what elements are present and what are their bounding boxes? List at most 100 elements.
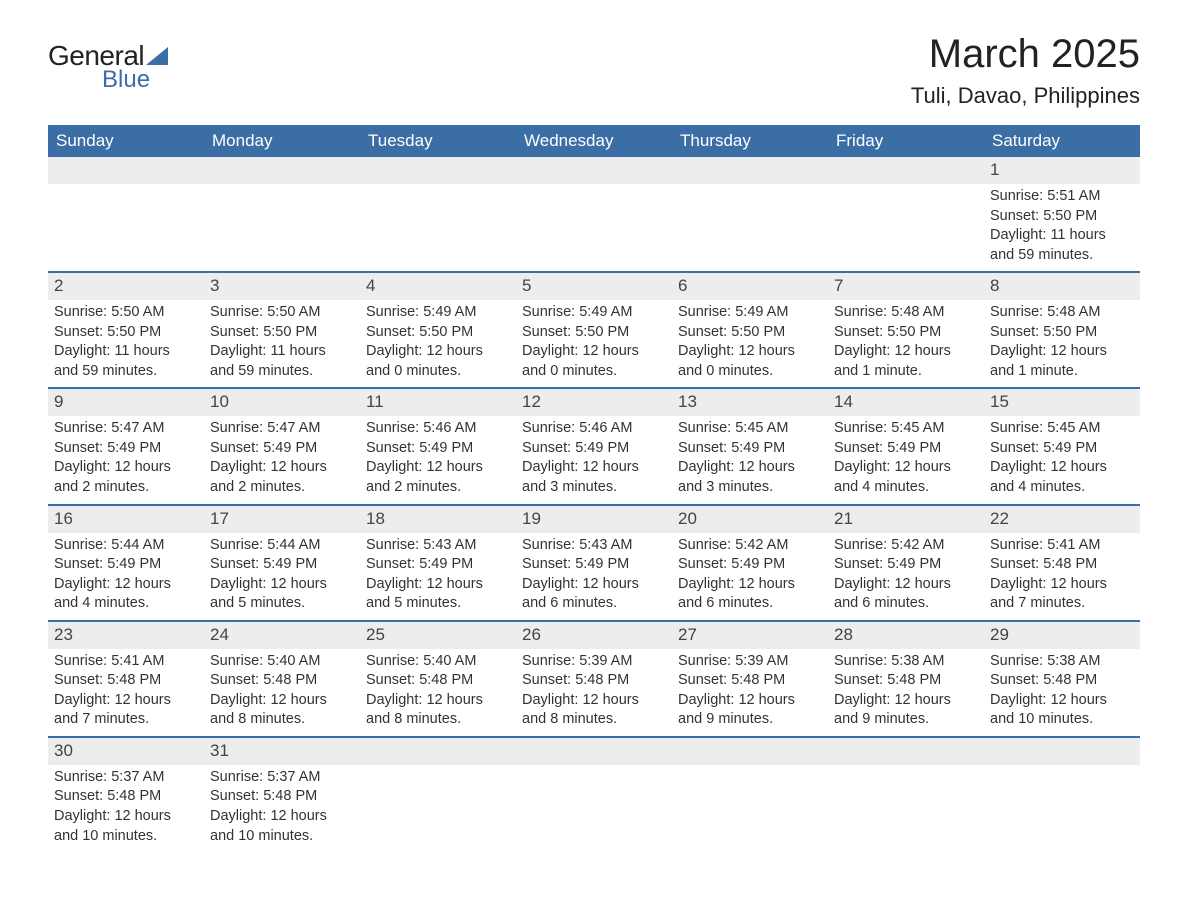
day-number: 13 xyxy=(672,389,828,416)
calendar-cell: 12Sunrise: 5:46 AMSunset: 5:49 PMDayligh… xyxy=(516,388,672,504)
day-body: Sunrise: 5:42 AMSunset: 5:49 PMDaylight:… xyxy=(828,533,984,620)
calendar-cell: 21Sunrise: 5:42 AMSunset: 5:49 PMDayligh… xyxy=(828,505,984,621)
day-number: 19 xyxy=(516,506,672,533)
day-number: 26 xyxy=(516,622,672,649)
sunrise-text: Sunrise: 5:38 AM xyxy=(990,652,1134,672)
daylight-text: Daylight: 12 hours and 10 minutes. xyxy=(54,807,198,846)
calendar-cell: 2Sunrise: 5:50 AMSunset: 5:50 PMDaylight… xyxy=(48,272,204,388)
sail-icon xyxy=(146,47,168,65)
calendar-cell: 8Sunrise: 5:48 AMSunset: 5:50 PMDaylight… xyxy=(984,272,1140,388)
sunrise-text: Sunrise: 5:44 AM xyxy=(210,536,354,556)
sunrise-text: Sunrise: 5:45 AM xyxy=(834,419,978,439)
calendar-cell: 30Sunrise: 5:37 AMSunset: 5:48 PMDayligh… xyxy=(48,737,204,852)
calendar-table: SundayMondayTuesdayWednesdayThursdayFrid… xyxy=(48,125,1140,852)
daylight-text: Daylight: 12 hours and 4 minutes. xyxy=(834,458,978,497)
daylight-text: Daylight: 12 hours and 8 minutes. xyxy=(366,691,510,730)
daylight-text: Daylight: 11 hours and 59 minutes. xyxy=(990,226,1134,265)
day-number: 12 xyxy=(516,389,672,416)
month-title: March 2025 xyxy=(911,32,1140,77)
day-body: Sunrise: 5:45 AMSunset: 5:49 PMDaylight:… xyxy=(828,416,984,503)
day-body: Sunrise: 5:38 AMSunset: 5:48 PMDaylight:… xyxy=(984,649,1140,736)
sunset-text: Sunset: 5:50 PM xyxy=(990,323,1134,343)
daylight-text: Daylight: 11 hours and 59 minutes. xyxy=(210,342,354,381)
day-number: 6 xyxy=(672,273,828,300)
sunrise-text: Sunrise: 5:44 AM xyxy=(54,536,198,556)
calendar-cell: 10Sunrise: 5:47 AMSunset: 5:49 PMDayligh… xyxy=(204,388,360,504)
calendar-cell: 7Sunrise: 5:48 AMSunset: 5:50 PMDaylight… xyxy=(828,272,984,388)
calendar-week: 1Sunrise: 5:51 AMSunset: 5:50 PMDaylight… xyxy=(48,157,1140,272)
day-header: Saturday xyxy=(984,125,1140,157)
calendar-cell: 16Sunrise: 5:44 AMSunset: 5:49 PMDayligh… xyxy=(48,505,204,621)
sunrise-text: Sunrise: 5:49 AM xyxy=(678,303,822,323)
daylight-text: Daylight: 12 hours and 0 minutes. xyxy=(522,342,666,381)
sunset-text: Sunset: 5:48 PM xyxy=(990,671,1134,691)
sunrise-text: Sunrise: 5:42 AM xyxy=(834,536,978,556)
day-body: Sunrise: 5:43 AMSunset: 5:49 PMDaylight:… xyxy=(360,533,516,620)
sunrise-text: Sunrise: 5:37 AM xyxy=(54,768,198,788)
day-body: Sunrise: 5:46 AMSunset: 5:49 PMDaylight:… xyxy=(360,416,516,503)
calendar-cell xyxy=(516,157,672,272)
day-body xyxy=(516,765,672,825)
sunrise-text: Sunrise: 5:50 AM xyxy=(210,303,354,323)
calendar-cell: 28Sunrise: 5:38 AMSunset: 5:48 PMDayligh… xyxy=(828,621,984,737)
calendar-cell xyxy=(984,737,1140,852)
day-body xyxy=(516,184,672,244)
day-body: Sunrise: 5:46 AMSunset: 5:49 PMDaylight:… xyxy=(516,416,672,503)
sunrise-text: Sunrise: 5:45 AM xyxy=(990,419,1134,439)
sunset-text: Sunset: 5:48 PM xyxy=(210,671,354,691)
logo: General Blue xyxy=(48,32,168,94)
sunset-text: Sunset: 5:50 PM xyxy=(990,207,1134,227)
sunset-text: Sunset: 5:48 PM xyxy=(990,555,1134,575)
calendar-cell xyxy=(360,157,516,272)
sunrise-text: Sunrise: 5:46 AM xyxy=(522,419,666,439)
day-body: Sunrise: 5:42 AMSunset: 5:49 PMDaylight:… xyxy=(672,533,828,620)
sunrise-text: Sunrise: 5:43 AM xyxy=(366,536,510,556)
day-body: Sunrise: 5:49 AMSunset: 5:50 PMDaylight:… xyxy=(360,300,516,387)
day-body: Sunrise: 5:37 AMSunset: 5:48 PMDaylight:… xyxy=(48,765,204,852)
sunset-text: Sunset: 5:48 PM xyxy=(210,787,354,807)
daylight-text: Daylight: 12 hours and 7 minutes. xyxy=(54,691,198,730)
day-number: 9 xyxy=(48,389,204,416)
sunset-text: Sunset: 5:48 PM xyxy=(522,671,666,691)
calendar-week: 16Sunrise: 5:44 AMSunset: 5:49 PMDayligh… xyxy=(48,505,1140,621)
page-header: General Blue March 2025 Tuli, Davao, Phi… xyxy=(48,32,1140,109)
sunset-text: Sunset: 5:48 PM xyxy=(54,787,198,807)
day-body xyxy=(672,765,828,825)
day-body: Sunrise: 5:40 AMSunset: 5:48 PMDaylight:… xyxy=(204,649,360,736)
sunset-text: Sunset: 5:49 PM xyxy=(678,555,822,575)
day-body: Sunrise: 5:41 AMSunset: 5:48 PMDaylight:… xyxy=(984,533,1140,620)
day-number-bar xyxy=(672,157,828,184)
calendar-cell: 14Sunrise: 5:45 AMSunset: 5:49 PMDayligh… xyxy=(828,388,984,504)
day-number: 21 xyxy=(828,506,984,533)
daylight-text: Daylight: 12 hours and 0 minutes. xyxy=(366,342,510,381)
sunrise-text: Sunrise: 5:49 AM xyxy=(522,303,666,323)
day-number: 15 xyxy=(984,389,1140,416)
day-number: 3 xyxy=(204,273,360,300)
day-body: Sunrise: 5:51 AMSunset: 5:50 PMDaylight:… xyxy=(984,184,1140,271)
day-body xyxy=(360,765,516,825)
calendar-cell xyxy=(672,157,828,272)
sunset-text: Sunset: 5:48 PM xyxy=(54,671,198,691)
day-body xyxy=(204,184,360,244)
day-number: 7 xyxy=(828,273,984,300)
calendar-cell: 9Sunrise: 5:47 AMSunset: 5:49 PMDaylight… xyxy=(48,388,204,504)
calendar-cell xyxy=(48,157,204,272)
day-number-bar xyxy=(984,738,1140,765)
calendar-cell: 20Sunrise: 5:42 AMSunset: 5:49 PMDayligh… xyxy=(672,505,828,621)
calendar-cell xyxy=(828,737,984,852)
sunrise-text: Sunrise: 5:51 AM xyxy=(990,187,1134,207)
day-header: Wednesday xyxy=(516,125,672,157)
day-header: Monday xyxy=(204,125,360,157)
day-number: 22 xyxy=(984,506,1140,533)
sunset-text: Sunset: 5:49 PM xyxy=(366,439,510,459)
calendar-cell: 4Sunrise: 5:49 AMSunset: 5:50 PMDaylight… xyxy=(360,272,516,388)
day-number: 11 xyxy=(360,389,516,416)
sunset-text: Sunset: 5:50 PM xyxy=(366,323,510,343)
sunset-text: Sunset: 5:49 PM xyxy=(210,555,354,575)
calendar-cell: 23Sunrise: 5:41 AMSunset: 5:48 PMDayligh… xyxy=(48,621,204,737)
day-body: Sunrise: 5:45 AMSunset: 5:49 PMDaylight:… xyxy=(672,416,828,503)
sunset-text: Sunset: 5:50 PM xyxy=(678,323,822,343)
sunrise-text: Sunrise: 5:47 AM xyxy=(54,419,198,439)
daylight-text: Daylight: 12 hours and 10 minutes. xyxy=(210,807,354,846)
sunset-text: Sunset: 5:50 PM xyxy=(522,323,666,343)
